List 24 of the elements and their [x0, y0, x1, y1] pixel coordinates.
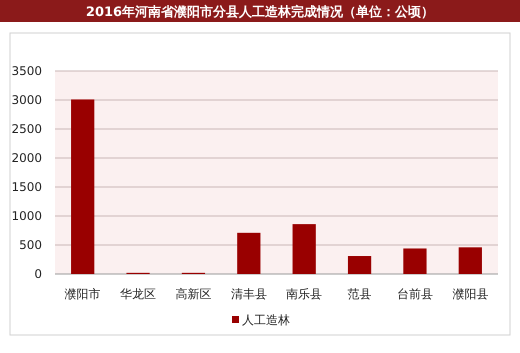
y-tick-label: 0	[34, 267, 42, 281]
x-tick-label: 濮阳县	[452, 287, 488, 301]
x-tick-label: 范县	[348, 287, 372, 301]
legend-label: 人工造林	[242, 313, 290, 327]
y-tick-label: 500	[19, 238, 42, 252]
y-tick-label: 1500	[11, 180, 42, 194]
x-tick-label: 清丰县	[230, 287, 267, 301]
x-tick-label: 华龙区	[120, 287, 156, 301]
y-tick-label: 2000	[11, 151, 42, 165]
bar	[237, 232, 260, 274]
bar	[403, 248, 427, 274]
x-tick-label: 濮阳市	[64, 287, 101, 301]
bar	[348, 256, 372, 274]
y-tick-label: 3500	[11, 64, 42, 78]
y-tick-label: 3000	[11, 93, 42, 107]
y-tick-label: 1000	[11, 209, 42, 223]
bar	[458, 247, 482, 274]
bar	[71, 99, 94, 274]
bar	[292, 224, 316, 274]
chart-title: 2016年河南省濮阳市分县人工造林完成情况（单位：公顷）	[86, 4, 434, 20]
x-tick-label: 南乐县	[286, 287, 322, 301]
x-tick-label: 高新区	[175, 287, 212, 301]
x-tick-label: 台前县	[396, 287, 433, 301]
y-tick-label: 2500	[11, 122, 42, 136]
